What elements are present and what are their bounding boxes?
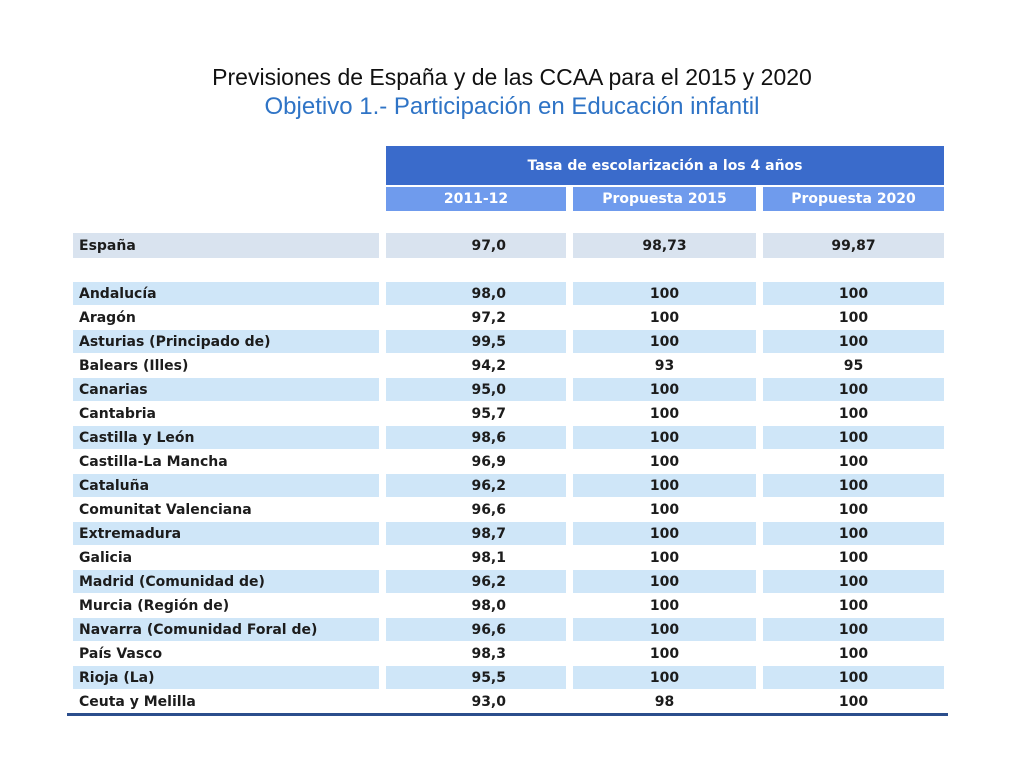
table-row-propuesta-2015: 93 — [573, 354, 756, 377]
table-row-name: Canarias — [73, 378, 379, 401]
table-row-name: Navarra (Comunidad Foral de) — [73, 618, 379, 641]
table-row-propuesta-2015: 98 — [573, 690, 756, 713]
table-row-propuesta-2020: 100 — [763, 618, 944, 641]
table-row-2011-12: 98,0 — [386, 282, 566, 305]
table-row-2011-12: 96,6 — [386, 498, 566, 521]
table-row-propuesta-2020: 100 — [763, 642, 944, 665]
table-row-2011-12: 96,6 — [386, 618, 566, 641]
table-row-propuesta-2020: 100 — [763, 498, 944, 521]
table-row-propuesta-2020: 100 — [763, 282, 944, 305]
slide-subtitle: Objetivo 1.- Participación en Educación … — [264, 93, 760, 120]
table-row-name: Galicia — [73, 546, 379, 569]
table-row-propuesta-2015: 100 — [573, 282, 756, 305]
table-row-propuesta-2020: 100 — [763, 594, 944, 617]
table-bottom-rule — [67, 713, 948, 716]
table-group-header: Tasa de escolarización a los 4 años — [386, 146, 944, 185]
table-row-name: Murcia (Región de) — [73, 594, 379, 617]
table-row-propuesta-2015: 100 — [573, 570, 756, 593]
table-row-propuesta-2020: 100 — [763, 378, 944, 401]
table-row-propuesta-2020: 100 — [763, 474, 944, 497]
column-header-propuesta-2015: Propuesta 2015 — [573, 187, 756, 211]
table-row-name: Comunitat Valenciana — [73, 498, 379, 521]
slide-title-block: Previsiones de España y de las CCAA para… — [0, 62, 1024, 122]
table-row-2011-12: 99,5 — [386, 330, 566, 353]
table-row-name: Madrid (Comunidad de) — [73, 570, 379, 593]
table-row-propuesta-2020: 100 — [763, 450, 944, 473]
table-row-propuesta-2015: 100 — [573, 666, 756, 689]
table-row-name: Ceuta y Melilla — [73, 690, 379, 713]
table-row-propuesta-2020: 100 — [763, 402, 944, 425]
table-row-name: Castilla y León — [73, 426, 379, 449]
table-row-2011-12: 94,2 — [386, 354, 566, 377]
national-row-propuesta-2015: 98,73 — [573, 233, 756, 258]
table-row-propuesta-2020: 100 — [763, 306, 944, 329]
table-row-name: Cataluña — [73, 474, 379, 497]
table-row-2011-12: 97,2 — [386, 306, 566, 329]
table-row-propuesta-2015: 100 — [573, 594, 756, 617]
column-header-2011-12: 2011-12 — [386, 187, 566, 211]
table-row-propuesta-2015: 100 — [573, 642, 756, 665]
national-row-2011-12: 97,0 — [386, 233, 566, 258]
national-row-propuesta-2020: 99,87 — [763, 233, 944, 258]
table-row-name: Balears (Illes) — [73, 354, 379, 377]
table-row-name: Extremadura — [73, 522, 379, 545]
table-row-propuesta-2015: 100 — [573, 546, 756, 569]
table-row-name: Asturias (Principado de) — [73, 330, 379, 353]
table-row-2011-12: 96,9 — [386, 450, 566, 473]
table-row-propuesta-2015: 100 — [573, 330, 756, 353]
table-row-propuesta-2020: 100 — [763, 546, 944, 569]
table-row-propuesta-2015: 100 — [573, 378, 756, 401]
table-row-propuesta-2015: 100 — [573, 306, 756, 329]
slide-title: Previsiones de España y de las CCAA para… — [212, 64, 812, 90]
table-row-2011-12: 96,2 — [386, 474, 566, 497]
table-row-propuesta-2020: 100 — [763, 570, 944, 593]
table-row-propuesta-2015: 100 — [573, 522, 756, 545]
table-row-2011-12: 98,0 — [386, 594, 566, 617]
table-row-propuesta-2015: 100 — [573, 474, 756, 497]
table-row-2011-12: 98,1 — [386, 546, 566, 569]
table-row-2011-12: 95,5 — [386, 666, 566, 689]
table-row-2011-12: 93,0 — [386, 690, 566, 713]
table-row-name: País Vasco — [73, 642, 379, 665]
table-row-propuesta-2015: 100 — [573, 618, 756, 641]
table-row-name: Cantabria — [73, 402, 379, 425]
table-row-2011-12: 95,0 — [386, 378, 566, 401]
table-row-propuesta-2020: 100 — [763, 330, 944, 353]
table-row-name: Andalucía — [73, 282, 379, 305]
table-row-2011-12: 98,7 — [386, 522, 566, 545]
table-row-2011-12: 98,3 — [386, 642, 566, 665]
table-row-2011-12: 95,7 — [386, 402, 566, 425]
table-row-propuesta-2015: 100 — [573, 450, 756, 473]
table-row-propuesta-2015: 100 — [573, 402, 756, 425]
column-header-propuesta-2020: Propuesta 2020 — [763, 187, 944, 211]
national-row-name: España — [73, 233, 379, 258]
table-row-propuesta-2015: 100 — [573, 426, 756, 449]
table-row-name: Castilla-La Mancha — [73, 450, 379, 473]
table-row-2011-12: 98,6 — [386, 426, 566, 449]
table-row-propuesta-2020: 95 — [763, 354, 944, 377]
table-row-propuesta-2020: 100 — [763, 522, 944, 545]
table-row-2011-12: 96,2 — [386, 570, 566, 593]
table-row-propuesta-2020: 100 — [763, 666, 944, 689]
table-row-propuesta-2015: 100 — [573, 498, 756, 521]
table-row-propuesta-2020: 100 — [763, 426, 944, 449]
table-row-name: Rioja (La) — [73, 666, 379, 689]
table-row-name: Aragón — [73, 306, 379, 329]
table-row-propuesta-2020: 100 — [763, 690, 944, 713]
